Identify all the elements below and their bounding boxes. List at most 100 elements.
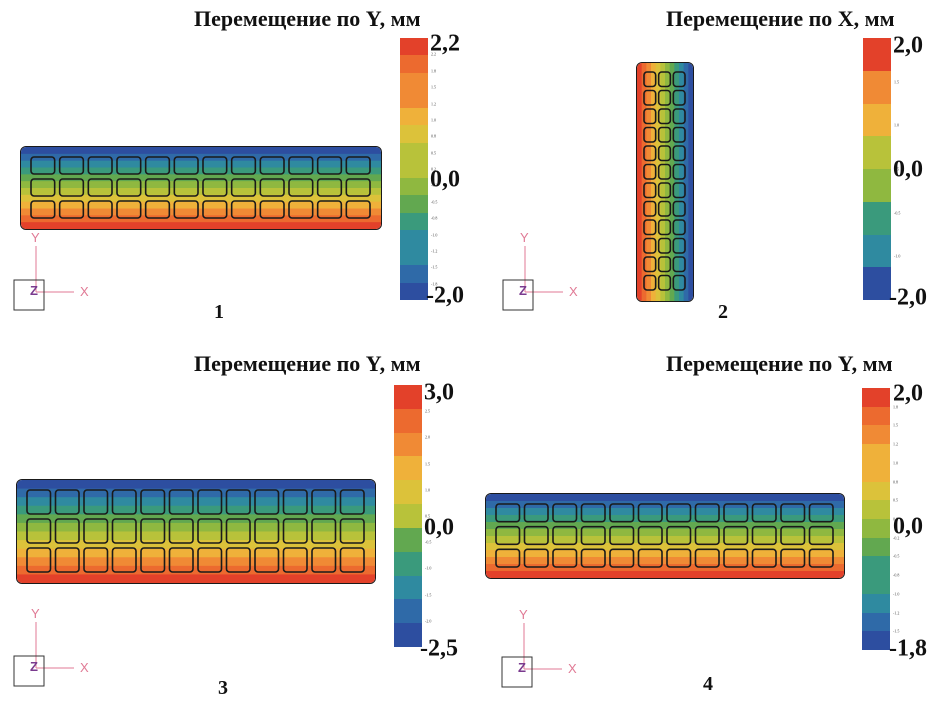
model-cavity [316, 200, 343, 219]
legend-tick-label: -0.5 [425, 539, 432, 545]
model-cavity [643, 274, 657, 291]
legend-tick-label: 1.2 [431, 101, 436, 106]
legend-tick-label: 0.2 [431, 166, 436, 172]
z-axis-label: Z [30, 659, 38, 674]
model-cavity [288, 178, 314, 197]
model-cavity [254, 518, 280, 544]
legend-color-band [862, 631, 890, 651]
model-cavity [202, 178, 228, 197]
color-legend-bar: 2.5 2.0 1.5 1.0 0.5 -0.5 -1.0 -1.5 -2.0 [394, 385, 431, 647]
model-cavity [672, 200, 686, 217]
legend-color-band [400, 195, 428, 213]
model-cavity [26, 518, 52, 544]
legend-tick-label: 1.5 [894, 79, 899, 85]
model-cavity [672, 256, 686, 273]
displacement-field [21, 147, 381, 229]
legend-tick-label: -0.2 [893, 535, 900, 541]
legend-min-label: -2,5 [420, 635, 458, 662]
legend-color-band [862, 500, 890, 520]
model-cavity [780, 525, 806, 546]
model-cavity [657, 200, 672, 217]
panel-4: Перемещение по Y, мм 1.8 1.5 1.2 1.0 0.8 0.5 0… [471, 351, 942, 702]
legend-tick-label: -0.5 [893, 553, 900, 559]
model-cavity [643, 163, 657, 180]
legend-color-band [400, 38, 428, 56]
color-legend-bar: 1.5 1.0 0.5 -0.5 -1.0 [863, 38, 900, 300]
z-axis-label: Z [519, 283, 527, 298]
displacement-model [20, 146, 382, 230]
legend-color-band [862, 519, 890, 538]
model-cavity [723, 503, 749, 523]
legend-tick-label: 1.0 [893, 460, 898, 466]
legend-color-band [862, 575, 890, 594]
panel-3: Перемещение по Y, мм 2.5 2.0 1.5 1.0 0.5 -0.5… [0, 351, 471, 702]
model-cavity [282, 547, 308, 573]
legend-color-band [863, 38, 891, 71]
legend-color-band [862, 556, 890, 576]
axis-triad: Y X Z [500, 607, 590, 689]
legend-color-band [394, 408, 422, 433]
displacement-model [485, 493, 845, 579]
model-cavity [26, 547, 52, 573]
color-legend-bar: 2.2 1.8 1.5 1.2 1.0 0.8 0.5 0.2 -0.2 -0.5 -0.8 -1.0… [400, 38, 437, 301]
legend-color-band [863, 234, 891, 268]
legend-color-band [400, 282, 428, 301]
model-cavity [58, 156, 85, 175]
x-axis-label: X [569, 284, 578, 299]
legend-title: Перемещение по X, мм [666, 6, 895, 31]
model-cavity [144, 156, 171, 175]
legend-color-band [863, 136, 891, 169]
legend-tick-label: 0.5 [425, 513, 430, 519]
model-cavity [225, 547, 251, 573]
y-axis-label: Y [31, 230, 40, 245]
model-cavity [168, 518, 194, 544]
model-cavity [87, 178, 113, 197]
legend-color-band [400, 230, 428, 248]
model-cavity [87, 156, 113, 175]
legend-color-band [400, 265, 428, 283]
legend-tick-label: 0.5 [431, 150, 436, 156]
model-cavity [116, 156, 142, 175]
displacement-field [486, 494, 844, 578]
color-legend-bar: 1.8 1.5 1.2 1.0 0.8 0.5 0.2 -0.2 -0.5 -0.8 -1.0 -1.… [862, 388, 899, 651]
model-cavity [87, 200, 113, 219]
legend-tick-label: 1.0 [425, 487, 430, 493]
model-cavity [672, 71, 686, 88]
model-cavity [552, 503, 578, 523]
model-cavity [311, 489, 337, 515]
legend-color-band [400, 142, 428, 161]
model-cavity [643, 237, 657, 254]
panel-number: 1 [214, 301, 224, 323]
model-cavity [643, 71, 657, 88]
panel-number: 3 [218, 677, 228, 699]
model-cavity [144, 178, 171, 197]
legend-tick-label: -1.8 [431, 281, 438, 287]
model-cavity [643, 108, 657, 125]
legend-tick-label: -0.5 [894, 210, 901, 216]
model-cavity [672, 274, 686, 291]
model-cavity [58, 200, 85, 219]
model-cavity [751, 525, 777, 546]
model-cavity [780, 503, 806, 523]
legend-tick-label: -0.8 [893, 572, 900, 578]
model-cavity [657, 274, 672, 291]
legend-color-band [862, 593, 890, 613]
legend-tick-label: -2.0 [425, 618, 432, 624]
panel-2: Перемещение по X, мм 1.5 1.0 0.5 -0.5 -1.0 2… [471, 0, 942, 351]
model-cavity [83, 489, 109, 515]
legend-title: Перемещение по Y, мм [194, 6, 421, 31]
model-cavity [643, 256, 657, 273]
model-cavity [30, 178, 56, 197]
legend-color-band [862, 612, 890, 632]
model-cavity [523, 503, 549, 523]
legend-zero-label: 0,0 [893, 513, 923, 540]
model-cavity [316, 156, 343, 175]
model-cavity [144, 200, 171, 219]
legend-tick-label: -1.5 [431, 264, 438, 270]
model-cavity [54, 489, 80, 515]
model-cavity [523, 525, 549, 546]
legend-tick-label: -1.0 [431, 232, 438, 237]
model-cavity [230, 200, 257, 219]
legend-color-band [400, 212, 428, 231]
legend-tick-label: 1.2 [893, 441, 898, 447]
